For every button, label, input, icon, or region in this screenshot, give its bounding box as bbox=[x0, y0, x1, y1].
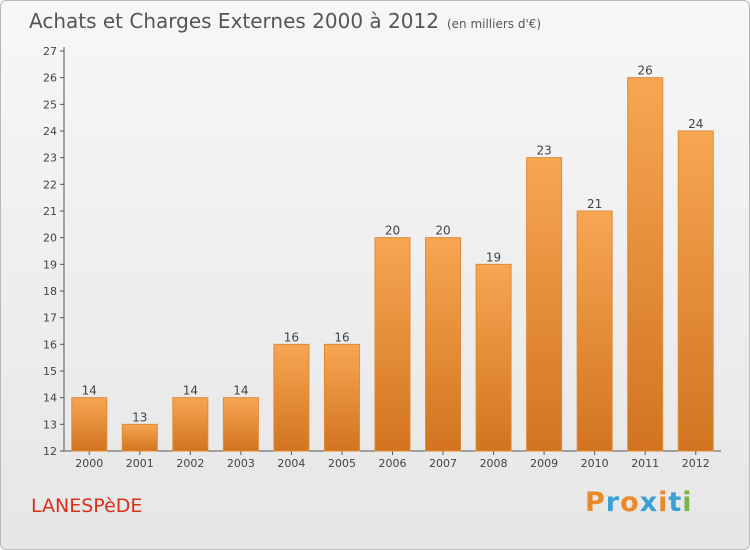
x-tick-label: 2003 bbox=[227, 457, 255, 470]
bar-value-label: 21 bbox=[587, 197, 602, 211]
x-tick-label: 2000 bbox=[75, 457, 103, 470]
logo-letter: P bbox=[585, 487, 606, 518]
y-tick-label: 20 bbox=[43, 232, 57, 245]
bar-value-label: 14 bbox=[183, 384, 198, 398]
logo-letter: o bbox=[620, 487, 640, 518]
logo-letter: x bbox=[639, 487, 659, 518]
y-tick-label: 16 bbox=[43, 338, 57, 351]
bar-value-label: 24 bbox=[688, 117, 703, 131]
x-tick-label: 2009 bbox=[530, 457, 558, 470]
bar bbox=[627, 77, 664, 452]
x-tick-label: 2011 bbox=[631, 457, 659, 470]
bar-value-label: 14 bbox=[233, 384, 248, 398]
bar-value-label: 20 bbox=[435, 224, 450, 238]
bar bbox=[172, 397, 209, 452]
y-tick-label: 24 bbox=[43, 125, 57, 138]
bar-value-label: 19 bbox=[486, 250, 501, 264]
bar-value-label: 20 bbox=[385, 224, 400, 238]
logo-letter: i bbox=[658, 487, 669, 518]
y-tick-label: 21 bbox=[43, 205, 57, 218]
bar-value-label: 13 bbox=[132, 410, 147, 424]
x-tick-label: 2005 bbox=[328, 457, 356, 470]
logo-letter: i bbox=[682, 487, 693, 518]
y-tick-label: 26 bbox=[43, 72, 57, 85]
y-tick-label: 18 bbox=[43, 285, 57, 298]
bar bbox=[121, 423, 158, 452]
y-tick-label: 13 bbox=[43, 418, 57, 431]
y-tick-label: 25 bbox=[43, 98, 57, 111]
bar bbox=[273, 343, 310, 452]
x-tick-label: 2004 bbox=[277, 457, 305, 470]
bar bbox=[677, 130, 714, 452]
y-tick-label: 17 bbox=[43, 312, 57, 325]
x-tick-label: 2006 bbox=[379, 457, 407, 470]
chart-title-text: Achats et Charges Externes 2000 à 2012 bbox=[29, 9, 439, 33]
bar bbox=[425, 237, 462, 452]
bar-value-label: 26 bbox=[638, 64, 653, 78]
y-tick-label: 22 bbox=[43, 178, 57, 191]
bar bbox=[323, 343, 360, 452]
y-tick-label: 12 bbox=[43, 445, 57, 458]
x-tick-label: 2012 bbox=[682, 457, 710, 470]
y-tick-label: 19 bbox=[43, 258, 57, 271]
bar-value-label: 23 bbox=[536, 144, 551, 158]
x-tick-label: 2010 bbox=[581, 457, 609, 470]
x-tick-label: 2001 bbox=[126, 457, 154, 470]
x-tick-label: 2002 bbox=[176, 457, 204, 470]
logo-letter: r bbox=[605, 487, 621, 518]
chart-subtitle: (en milliers d'€) bbox=[446, 17, 542, 31]
logo-letter: t bbox=[668, 487, 683, 518]
bar bbox=[475, 263, 512, 452]
bar bbox=[576, 210, 613, 452]
bar-value-label: 16 bbox=[334, 330, 349, 344]
y-tick-label: 15 bbox=[43, 365, 57, 378]
x-tick-label: 2007 bbox=[429, 457, 457, 470]
bar bbox=[71, 397, 108, 452]
y-tick-label: 14 bbox=[43, 392, 57, 405]
proxiti-logo: Proxiti bbox=[585, 487, 693, 518]
city-name: LANESPèDE bbox=[31, 495, 143, 517]
bar-value-label: 14 bbox=[82, 384, 97, 398]
bar bbox=[526, 157, 563, 452]
bar bbox=[222, 397, 259, 452]
y-tick-label: 27 bbox=[43, 45, 57, 58]
chart-title: Achats et Charges Externes 2000 à 2012 (e… bbox=[29, 9, 541, 33]
y-tick-label: 23 bbox=[43, 152, 57, 165]
bar bbox=[374, 237, 411, 452]
bar-value-label: 16 bbox=[284, 330, 299, 344]
x-tick-label: 2008 bbox=[480, 457, 508, 470]
